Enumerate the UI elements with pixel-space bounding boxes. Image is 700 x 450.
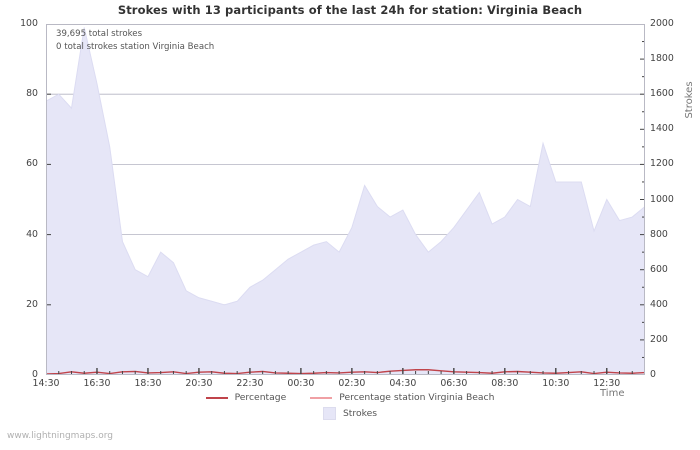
y-axis-left-tick-label: 80 [26,88,38,100]
x-axis-tick-label: 18:30 [134,378,162,389]
legend-line-swatch [205,396,228,399]
legend-item[interactable]: Percentage station Virginia Beach [310,392,494,403]
x-axis-tick-label: 14:30 [32,378,60,389]
y-axis-right-tick-label: 800 [650,228,668,240]
x-axis-tick-label: 10:30 [542,378,570,389]
plot-area [46,24,645,375]
x-axis-tick-label: 06:30 [440,378,468,389]
y-axis-right-tick-label: 1400 [650,123,674,135]
y-axis-right-tick-label: 0 [650,369,656,380]
legend-label: Strokes [342,408,378,419]
y-axis-right-tick-label: 1600 [650,88,674,100]
x-axis-tick-label: 16:30 [83,378,111,389]
y-axis-right-tick-label: 600 [650,263,668,275]
legend-item[interactable]: Percentage [205,392,287,403]
x-axis-title: Time [600,388,625,399]
y-axis-right-tick-label: 400 [650,298,668,310]
x-axis-tick-label: 08:30 [491,378,519,389]
legend-label: Percentage [234,392,287,403]
y-axis-right-tick-label: 1000 [650,193,674,205]
x-axis-tick-label: 20:30 [185,378,213,389]
y-axis-right-tick-label: 200 [650,333,668,345]
legend-line-swatch [310,396,333,399]
y-axis-left-tick-label: 40 [26,228,38,240]
y-axis-right-tick-label: 1800 [650,53,674,65]
x-axis-tick-label: 22:30 [236,378,264,389]
y-axis-right-tick-label: 1200 [650,158,674,170]
chart-title: Strokes with 13 participants of the last… [117,3,583,17]
x-axis-tick-label: 04:30 [389,378,417,389]
annotation-station-strokes: 0 total strokes station Virginia Beach [56,42,215,52]
chart-svg [46,24,645,375]
legend-area-swatch [322,407,336,420]
chart-legend: Percentage Percentage station Virginia Be… [0,392,700,420]
footer-watermark: www.lightningmaps.org [7,431,113,441]
y-axis-left-tick-label: 100 [20,18,38,29]
x-axis-tick-label: 00:30 [287,378,315,389]
x-axis-tick-label: 12:30 [593,378,621,389]
legend-item[interactable]: Strokes [322,407,378,420]
legend-label: Percentage station Virginia Beach [339,392,495,403]
y-axis-left-tick-label: 0 [32,369,38,380]
x-axis-tick-label: 02:30 [338,378,366,389]
y-axis-left-tick-label: 20 [26,298,38,310]
annotation-total-strokes: 39,695 total strokes [56,29,143,39]
y-axis-right-tick-label: 2000 [650,18,674,29]
y-axis-left-tick-label: 60 [26,158,38,170]
